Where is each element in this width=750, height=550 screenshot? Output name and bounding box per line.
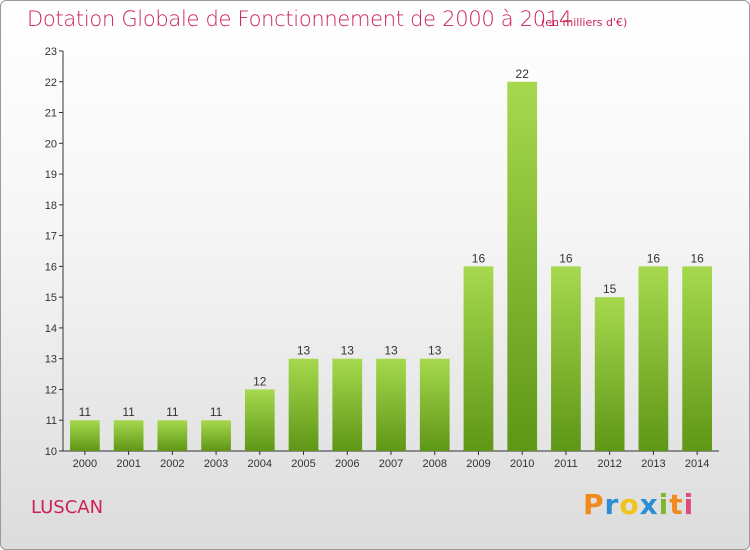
bar-value-label: 16 — [647, 251, 661, 265]
proxiti-logo[interactable]: Proxiti — [583, 488, 694, 521]
bar-value-label: 13 — [341, 344, 355, 358]
y-tick-label: 11 — [46, 415, 57, 427]
y-tick-label: 18 — [45, 200, 57, 212]
y-axis: 10 11 12 13 14 15 16 17 18 19 20 21 22 23 — [45, 46, 64, 458]
bar-2011 — [551, 266, 581, 451]
x-tick-label: 2004 — [248, 458, 272, 470]
bar-value-label: 16 — [472, 251, 486, 265]
x-tick-label: 2013 — [641, 458, 665, 470]
y-tick-label: 14 — [45, 323, 57, 335]
bar-2002 — [157, 420, 188, 451]
bar-value-label: 11 — [79, 405, 92, 419]
logo-letter: t — [669, 488, 684, 521]
x-axis: 2000 2001 2002 2003 2004 2005 2006 2007 2008 2009… — [63, 450, 719, 470]
y-tick-label: 23 — [45, 46, 57, 58]
chart-title: Dotation Globale de Fonctionnement de 20… — [27, 7, 572, 31]
logo-letter: i — [658, 488, 670, 521]
bar-2006 — [332, 358, 363, 451]
bar-value-label: 11 — [166, 405, 179, 419]
bar-2005 — [288, 358, 319, 451]
bar-2004 — [244, 389, 275, 451]
y-tick-label: 10 — [45, 446, 57, 458]
x-tick-label: 2009 — [466, 458, 490, 470]
y-tick-label: 17 — [45, 231, 57, 243]
bar-value-label: 12 — [253, 374, 267, 388]
bar-2012 — [594, 297, 625, 451]
x-tick-label: 2002 — [160, 458, 184, 470]
y-tick-label: 19 — [45, 169, 57, 181]
logo-letter: o — [619, 488, 640, 521]
bar-value-label: 15 — [603, 282, 617, 296]
bar-value-label: 13 — [297, 344, 311, 358]
chart-subtitle: (en milliers d'€) — [541, 16, 628, 29]
bar-value-label: 13 — [384, 344, 398, 358]
logo-letter: i — [683, 488, 695, 521]
x-tick-label: 2005 — [291, 458, 315, 470]
bar-2000 — [69, 420, 100, 451]
x-tick-label: 2003 — [204, 458, 228, 470]
y-tick-label: 21 — [45, 108, 57, 120]
x-tick-label: 2006 — [335, 458, 359, 470]
x-tick-label: 2012 — [597, 458, 621, 470]
y-tick-label: 16 — [45, 261, 57, 273]
commune-name: LUSCAN — [31, 497, 104, 518]
bar-2008 — [419, 358, 450, 451]
bar-value-label: 16 — [690, 251, 704, 265]
bar-2001 — [113, 420, 144, 451]
logo-letter: r — [604, 488, 620, 521]
bar-value-label: 11 — [210, 405, 223, 419]
y-tick-label: 15 — [45, 292, 57, 304]
y-tick-label: 20 — [45, 138, 57, 150]
y-tick-label: 22 — [45, 77, 57, 89]
bar-value-label: 13 — [428, 344, 442, 358]
bar-2010 — [507, 81, 538, 452]
bar-2013 — [638, 266, 669, 451]
x-tick-label: 2008 — [422, 458, 446, 470]
bar-2007 — [376, 358, 406, 451]
logo-letter: x — [639, 488, 659, 521]
y-tick-label: 12 — [45, 384, 57, 396]
bar-2009 — [463, 266, 494, 451]
x-tick-label: 2011 — [554, 458, 578, 470]
x-tick-label: 2014 — [685, 458, 709, 470]
x-tick-label: 2007 — [379, 458, 403, 470]
bars: 11 11 11 11 12 13 13 13 13 16 22 16 15 16 16 — [69, 67, 713, 452]
logo-letter: P — [583, 488, 605, 521]
bar-value-label: 11 — [122, 405, 135, 419]
x-tick-label: 2010 — [510, 458, 534, 470]
bar-value-label: 16 — [559, 251, 573, 265]
x-tick-label: 2001 — [116, 458, 140, 470]
bar-2003 — [201, 420, 231, 451]
y-tick-label: 13 — [45, 354, 57, 366]
bar-value-label: 22 — [516, 67, 530, 81]
x-tick-label: 2000 — [73, 458, 97, 470]
bar-2014 — [682, 266, 713, 451]
